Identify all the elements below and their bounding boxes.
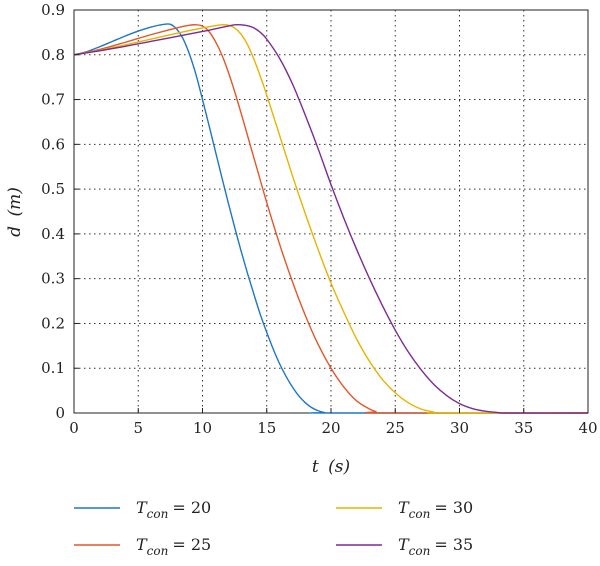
- x-tick-label: 35: [514, 419, 533, 437]
- x-tick-labels: 0 5 10 15 20 25 30 35 40: [69, 408, 598, 437]
- legend-label: Tcon = 25: [136, 535, 211, 558]
- x-axis-unit: (s): [328, 457, 350, 477]
- x-tick-label: 5: [133, 419, 143, 437]
- series-line-tcon-20: [73, 23, 589, 414]
- legend-item-tcon-35: Tcon = 35: [336, 535, 473, 558]
- legend-item-tcon-25: Tcon = 25: [74, 535, 211, 558]
- legend-label: Tcon = 20: [136, 498, 211, 521]
- legend: Tcon = 20 Tcon = 25 Tcon = 30 Tcon = 35: [74, 498, 473, 558]
- x-tick-label: 0: [69, 419, 79, 437]
- y-tick-label: 0.6: [41, 135, 65, 153]
- y-tick-label: 0: [55, 404, 65, 422]
- series-layer: [73, 23, 589, 414]
- y-tick-label: 0.5: [41, 180, 65, 198]
- x-tick-label: 30: [450, 419, 469, 437]
- x-tick-label: 20: [321, 419, 340, 437]
- y-axis-label: d (m): [5, 187, 25, 237]
- y-tick-label: 0.8: [41, 46, 65, 64]
- x-axis-variable: t: [312, 457, 319, 477]
- y-tick-label: 0.3: [41, 270, 65, 288]
- legend-label: Tcon = 35: [398, 535, 473, 558]
- legend-item-tcon-20: Tcon = 20: [74, 498, 211, 521]
- y-tick-label: 0.1: [41, 359, 65, 377]
- grid-lines: [74, 10, 588, 413]
- series-line-tcon-35: [73, 23, 589, 414]
- series-line-tcon-25: [73, 24, 589, 414]
- x-tick-label: 10: [193, 419, 212, 437]
- legend-label: Tcon = 30: [398, 498, 473, 521]
- y-axis-unit: (m): [5, 187, 25, 216]
- x-tick-label: 15: [257, 419, 276, 437]
- y-axis-variable: d: [5, 226, 25, 237]
- legend-item-tcon-30: Tcon = 30: [336, 498, 473, 521]
- x-axis-label: t (s): [312, 457, 350, 477]
- y-tick-label: 0.2: [41, 314, 65, 332]
- y-tick-labels: 0 0.1 0.2 0.3 0.4 0.5 0.6 0.7 0.8 0.9: [41, 1, 79, 422]
- y-tick-label: 0.4: [41, 225, 65, 243]
- x-tick-label: 25: [386, 419, 405, 437]
- y-tick-label: 0.7: [41, 91, 65, 109]
- y-tick-label: 0.9: [41, 1, 65, 19]
- series-line-tcon-30: [73, 24, 589, 414]
- x-tick-label: 40: [578, 419, 597, 437]
